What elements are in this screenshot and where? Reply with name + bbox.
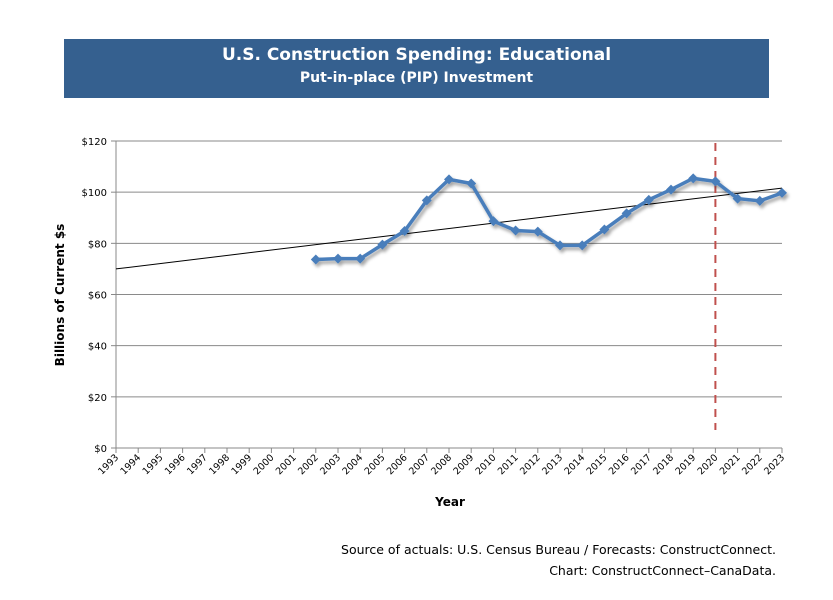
- series-line: [315, 176, 783, 262]
- data-point: [599, 224, 610, 235]
- data-point: [466, 178, 477, 189]
- chart-credit: Chart: ConstructConnect–CanaData.: [549, 563, 776, 578]
- trendline: [115, 187, 783, 270]
- x-tick-label: 2023: [762, 452, 787, 477]
- y-tick-label: $40: [88, 342, 107, 353]
- data-point: [621, 208, 632, 219]
- x-tick-label: 2011: [496, 452, 521, 477]
- x-tick-label: 2008: [429, 452, 454, 477]
- data-point: [377, 239, 388, 250]
- x-tick-label: 2010: [474, 452, 499, 477]
- x-tick-label: 2015: [585, 452, 610, 477]
- data-point: [488, 216, 499, 227]
- data-point: [754, 195, 765, 206]
- chart-title: U.S. Construction Spending: Educational: [221, 45, 612, 65]
- source-note: Source of actuals: U.S. Census Bureau / …: [341, 542, 776, 557]
- chart-subtitle: Put-in-place (PIP) Investment: [299, 70, 534, 86]
- y-tick-label: $20: [88, 393, 107, 404]
- x-tick-label: 2002: [296, 452, 321, 477]
- y-tick-label: $100: [82, 188, 107, 199]
- x-tick-label: 2013: [540, 452, 565, 477]
- x-tick-label: 2004: [340, 452, 365, 477]
- data-point: [643, 194, 654, 205]
- x-tick-label: 2018: [651, 452, 676, 477]
- data-point: [355, 253, 366, 264]
- x-tick-label: 2012: [518, 452, 543, 477]
- x-tick-label: 2001: [274, 452, 299, 477]
- data-point: [577, 240, 588, 251]
- x-tick-label: 2006: [385, 452, 410, 477]
- data-point: [444, 174, 454, 185]
- x-tick-label: 2020: [696, 452, 721, 477]
- x-tick-label: 2003: [318, 452, 343, 477]
- x-tick-label: 2021: [718, 452, 743, 477]
- y-tick-label: $0: [94, 444, 107, 455]
- data-point: [310, 254, 321, 265]
- data-point: [710, 176, 721, 187]
- x-tick-label: 2009: [451, 452, 476, 477]
- y-tick-label: $60: [88, 291, 107, 302]
- data-point: [555, 240, 565, 251]
- x-tick-label: 1994: [118, 452, 143, 477]
- y-axis-label: Billions of Current $s: [53, 224, 67, 367]
- data-point: [532, 226, 543, 237]
- x-tick-label: 2005: [363, 452, 388, 477]
- y-tick-label: $120: [82, 137, 107, 148]
- data-point: [399, 226, 410, 237]
- x-tick-label: 1995: [141, 452, 166, 477]
- x-axis-label: Year: [434, 495, 465, 509]
- x-tick-label: 2000: [252, 452, 277, 477]
- data-point: [421, 195, 432, 206]
- x-tick-label: 1999: [229, 452, 254, 477]
- x-tick-label: 1993: [96, 452, 121, 477]
- x-tick-label: 2019: [673, 452, 698, 477]
- x-tick-label: 1997: [185, 452, 210, 477]
- x-tick-label: 2014: [562, 452, 587, 477]
- data-point: [732, 193, 743, 204]
- data-point: [688, 173, 699, 184]
- x-tick-label: 2016: [607, 452, 632, 477]
- data-point: [333, 253, 343, 264]
- x-tick-label: 2017: [629, 452, 654, 477]
- x-tick-label: 2022: [740, 452, 765, 477]
- x-tick-label: 1996: [163, 452, 188, 477]
- series-group: [310, 173, 787, 265]
- data-point: [777, 187, 787, 198]
- data-point: [510, 225, 521, 236]
- title-banner: U.S. Construction Spending: Educational …: [64, 39, 769, 98]
- x-tick-label: 1998: [207, 452, 232, 477]
- x-tick-label: 2007: [407, 452, 432, 477]
- data-point: [666, 184, 676, 195]
- y-tick-label: $80: [88, 239, 107, 250]
